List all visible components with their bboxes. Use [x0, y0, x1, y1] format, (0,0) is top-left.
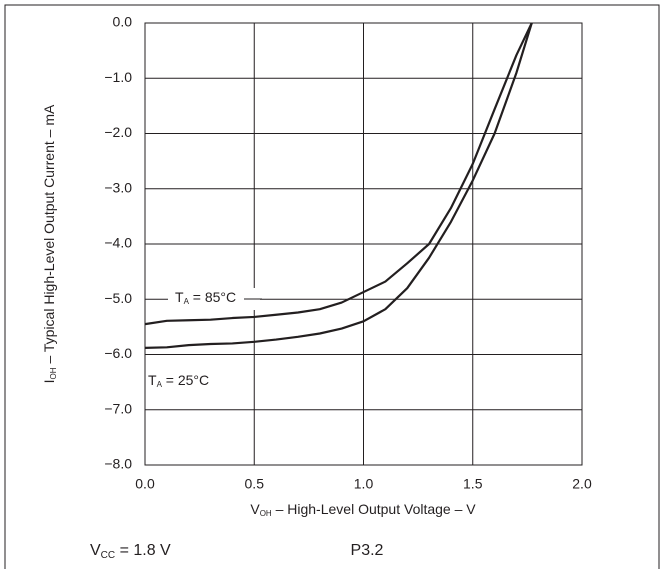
- series-annotation: TA = 85°C: [175, 289, 236, 306]
- series-annotation-rest: = 85°C: [189, 289, 236, 305]
- frame: [4, 4, 660, 569]
- y-tick-label: −7.0: [104, 400, 132, 416]
- y-tick-label: −5.0: [104, 290, 132, 306]
- series-line: [144, 22, 533, 326]
- y-tick-label: −1.0: [104, 69, 132, 85]
- series-annotation: TA = 25°C: [148, 372, 209, 389]
- x-axis-label-main: V: [250, 501, 260, 517]
- y-tick-label: −3.0: [104, 179, 132, 195]
- y-tick-label: −4.0: [104, 235, 132, 251]
- series-annotation-main: T: [175, 289, 184, 305]
- series-annotation-sub: A: [157, 380, 163, 389]
- footnote-rest: = 1.8 V: [115, 542, 171, 559]
- y-tick-label: −6.0: [104, 345, 132, 361]
- series-annotation-sub: A: [184, 297, 190, 306]
- x-tick-label: 0.0: [135, 476, 155, 492]
- footnote-main: V: [90, 542, 101, 559]
- figure-id: P3.2: [351, 542, 384, 559]
- series-annotation-rest: = 25°C: [162, 372, 209, 388]
- y-tick-label: −2.0: [104, 124, 132, 140]
- footnote-sub: CC: [101, 550, 115, 561]
- x-tick-label: 0.5: [245, 476, 265, 492]
- y-axis-label-rest: – Typical High-Level Output Current – mA: [41, 104, 57, 367]
- x-axis-label-rest: – High-Level Output Voltage – V: [272, 501, 477, 517]
- x-axis-label-sub: OH: [260, 509, 272, 518]
- footnote: VCC = 1.8 V: [90, 542, 171, 560]
- x-axis-label: VOH – High-Level Output Voltage – V: [250, 501, 476, 518]
- label-bg: [168, 288, 260, 310]
- series-line: [144, 22, 533, 349]
- y-axis-label-sub: OH: [49, 367, 58, 379]
- y-axis-label: IOH – Typical High-Level Output Current …: [41, 104, 58, 383]
- series-annotation-main: T: [148, 372, 157, 388]
- y-tick-label: −8.0: [104, 456, 132, 472]
- y-tick-label: 0.0: [113, 14, 133, 30]
- x-tick-label: 2.0: [572, 476, 592, 492]
- y-axis-label-main: I: [41, 379, 57, 383]
- x-tick-label: 1.0: [354, 476, 374, 492]
- x-tick-label: 1.5: [463, 476, 483, 492]
